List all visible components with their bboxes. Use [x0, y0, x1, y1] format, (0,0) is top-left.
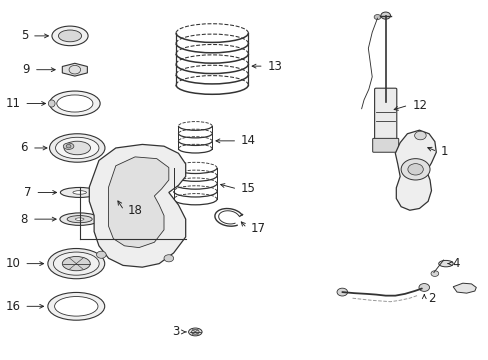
- Text: 7: 7: [24, 186, 31, 199]
- Ellipse shape: [62, 257, 90, 271]
- Text: 1: 1: [440, 145, 447, 158]
- Ellipse shape: [66, 144, 71, 148]
- Text: 4: 4: [451, 257, 459, 270]
- Ellipse shape: [48, 292, 104, 320]
- Ellipse shape: [60, 188, 99, 197]
- Circle shape: [96, 251, 106, 258]
- Polygon shape: [89, 144, 185, 267]
- Circle shape: [407, 164, 423, 175]
- Ellipse shape: [56, 137, 99, 159]
- Ellipse shape: [49, 91, 100, 116]
- Ellipse shape: [188, 328, 202, 336]
- Circle shape: [430, 271, 438, 276]
- Ellipse shape: [67, 216, 92, 223]
- Text: 8: 8: [20, 213, 28, 226]
- Text: 11: 11: [5, 97, 20, 110]
- Ellipse shape: [438, 260, 452, 267]
- Ellipse shape: [49, 134, 105, 162]
- Polygon shape: [452, 283, 475, 293]
- Ellipse shape: [191, 330, 199, 334]
- Ellipse shape: [52, 26, 88, 46]
- Text: 15: 15: [241, 183, 256, 195]
- Circle shape: [380, 12, 390, 19]
- Ellipse shape: [57, 95, 93, 112]
- Text: 3: 3: [172, 325, 179, 338]
- Text: 9: 9: [22, 63, 30, 76]
- Text: 16: 16: [5, 300, 20, 313]
- FancyBboxPatch shape: [372, 138, 398, 152]
- Polygon shape: [62, 63, 87, 76]
- Circle shape: [414, 131, 426, 140]
- Ellipse shape: [48, 100, 55, 107]
- Ellipse shape: [75, 218, 84, 220]
- Ellipse shape: [53, 252, 99, 275]
- Text: 2: 2: [427, 292, 435, 305]
- Ellipse shape: [59, 30, 81, 42]
- Ellipse shape: [60, 213, 99, 225]
- Text: 17: 17: [250, 221, 265, 234]
- Text: 12: 12: [411, 99, 427, 112]
- Circle shape: [418, 284, 428, 291]
- FancyBboxPatch shape: [374, 88, 396, 142]
- Circle shape: [373, 14, 380, 19]
- Circle shape: [400, 159, 429, 180]
- Text: 10: 10: [5, 257, 20, 270]
- Text: 14: 14: [241, 134, 256, 147]
- Text: 5: 5: [20, 30, 28, 42]
- Ellipse shape: [55, 297, 98, 316]
- Circle shape: [163, 255, 173, 262]
- Ellipse shape: [63, 143, 74, 149]
- Ellipse shape: [48, 248, 104, 279]
- Ellipse shape: [64, 141, 90, 155]
- Ellipse shape: [73, 191, 86, 194]
- Text: 13: 13: [267, 60, 282, 73]
- Text: 18: 18: [127, 204, 142, 217]
- Polygon shape: [108, 157, 168, 248]
- Text: 6: 6: [20, 141, 28, 154]
- Polygon shape: [394, 130, 435, 210]
- Circle shape: [336, 288, 347, 296]
